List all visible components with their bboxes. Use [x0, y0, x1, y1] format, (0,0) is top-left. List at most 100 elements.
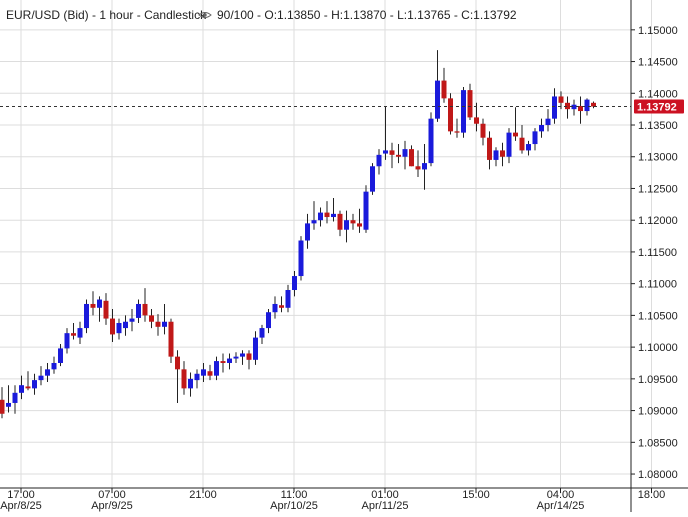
candle-body-down [448, 98, 453, 132]
eye-icon[interactable] [198, 12, 212, 18]
y-axis-ticks: 1.15000 1.14500 1.14000 1.13500 1.13000 1.125… [631, 25, 678, 481]
candle [233, 352, 239, 363]
candle [337, 210, 343, 237]
candle-body-up [526, 144, 531, 151]
candle [207, 364, 213, 381]
candle-body-up [292, 276, 297, 291]
candle [51, 356, 57, 374]
y-tick-label: 1.12000 [638, 215, 678, 227]
candle-body-up [428, 118, 434, 164]
candle [350, 213, 356, 230]
y-tick-label: 1.08000 [638, 469, 678, 481]
candle [461, 86, 466, 138]
candle-body-up [363, 191, 369, 230]
candle-body-up [123, 321, 128, 329]
candle-body-up [162, 321, 167, 327]
candle-body-up [571, 104, 577, 110]
candle-body-down [389, 150, 395, 155]
candle [565, 96, 570, 119]
candle-body-up [552, 96, 557, 119]
candle-body-down [591, 102, 596, 107]
candle [64, 328, 70, 354]
y-tick-label: 1.13000 [638, 152, 678, 164]
header-right-text: 90/100 - O:1.13850 - H:1.13870 - L:1.137… [217, 8, 517, 22]
candle [493, 147, 499, 167]
symbol-label: EUR/USD (Bid) [6, 8, 89, 22]
candle-body-up [402, 149, 408, 157]
y-tick-label: 1.10500 [638, 310, 678, 322]
y-tick-label: 1.15000 [638, 25, 678, 37]
candle-body-up [19, 385, 24, 393]
candle-body-up [532, 131, 538, 145]
candle-body-up [370, 166, 375, 192]
candle-body-up [435, 80, 440, 119]
candle [402, 140, 408, 170]
candle [376, 149, 382, 175]
candle [142, 288, 148, 322]
candle-body-down [578, 105, 583, 112]
candle [71, 323, 76, 340]
candle [467, 83, 473, 120]
candle [136, 299, 141, 324]
candle [435, 50, 440, 122]
x-tick-time-label: 21:00 [189, 489, 217, 501]
candle [370, 163, 375, 195]
style-label: Candlestick [144, 8, 207, 22]
candle [149, 309, 154, 329]
candle [90, 291, 96, 316]
candle [383, 105, 388, 160]
candle-body-up [188, 378, 193, 389]
candle [19, 375, 24, 400]
candle-body-down [220, 361, 226, 363]
candle-body-down [467, 90, 473, 118]
candle [422, 144, 427, 190]
candle-body-up [305, 223, 310, 241]
candle [25, 371, 31, 391]
candle-body-down [565, 102, 570, 110]
candle [318, 207, 323, 227]
candle-body-up [259, 328, 265, 338]
candle-body-down [155, 321, 161, 327]
candle-body-up [311, 220, 317, 224]
candles[interactable] [0, 50, 596, 419]
y-tick-label: 1.11500 [638, 247, 677, 259]
candle-body-up [539, 125, 544, 132]
candle [448, 93, 453, 135]
candle [168, 318, 174, 363]
candle [545, 109, 551, 132]
candle [344, 210, 349, 243]
current-price-tag: 1.13792 [634, 99, 684, 114]
candle-body-down [110, 318, 115, 335]
candle-body-up [272, 303, 278, 313]
candle-body-up [84, 303, 89, 329]
candle-body-down [103, 300, 109, 319]
candle [500, 142, 505, 167]
candle [129, 309, 135, 332]
candle-body-down [500, 150, 505, 157]
counter-label: 90/100 [217, 8, 254, 22]
candle [6, 385, 11, 413]
header-left-text: EUR/USD (Bid) - 1 hour - Candlestick [6, 8, 207, 22]
candle-body-up [318, 212, 323, 221]
candle [552, 88, 557, 124]
candle-body-down [519, 137, 525, 151]
candle-body-down [149, 315, 154, 322]
candle-body-down [350, 220, 356, 224]
candle [12, 385, 18, 414]
candle-body-down [409, 149, 414, 167]
candle [539, 118, 544, 138]
candle-body-down [168, 321, 174, 357]
x-tick-date-label: Apr/11/25 [362, 500, 409, 512]
y-tick-label: 1.14000 [638, 88, 678, 100]
ohlc-label: O:1.13850 - H:1.13870 - L:1.13765 - C:1.… [264, 8, 517, 22]
candle-body-down [441, 80, 447, 99]
candle-body-down [474, 117, 479, 124]
candle [454, 118, 460, 138]
candle [571, 99, 577, 116]
chart-header: EUR/USD (Bid) - 1 hour - Candlestick 90/… [6, 8, 517, 22]
candle [279, 296, 284, 313]
candle-body-down [25, 386, 31, 389]
candle-body-up [64, 333, 70, 349]
